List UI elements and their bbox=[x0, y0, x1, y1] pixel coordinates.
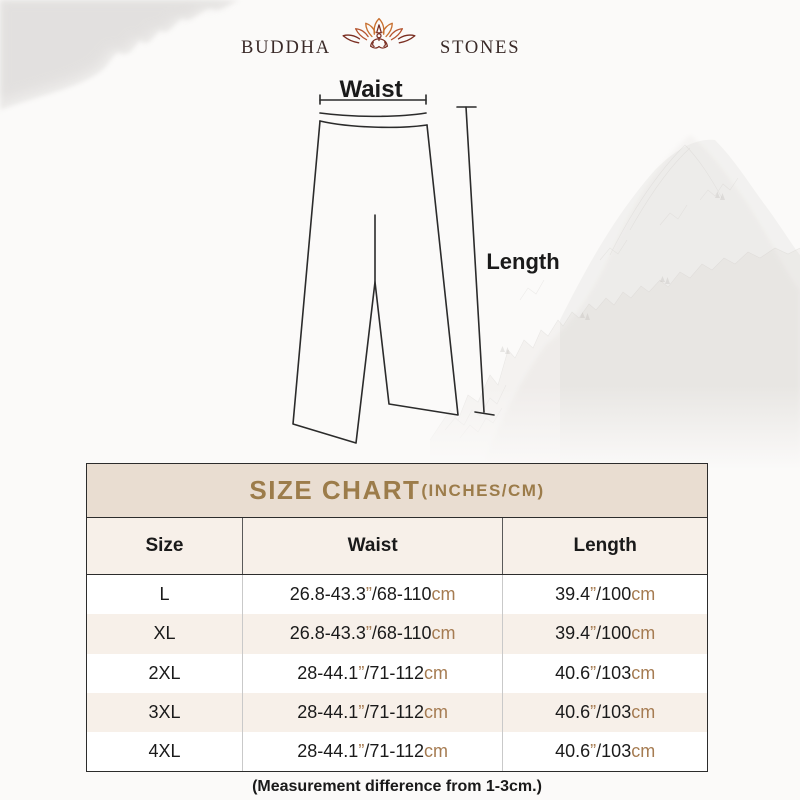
svg-text:Length: Length bbox=[486, 249, 559, 274]
svg-text:Waist: Waist bbox=[339, 76, 402, 103]
